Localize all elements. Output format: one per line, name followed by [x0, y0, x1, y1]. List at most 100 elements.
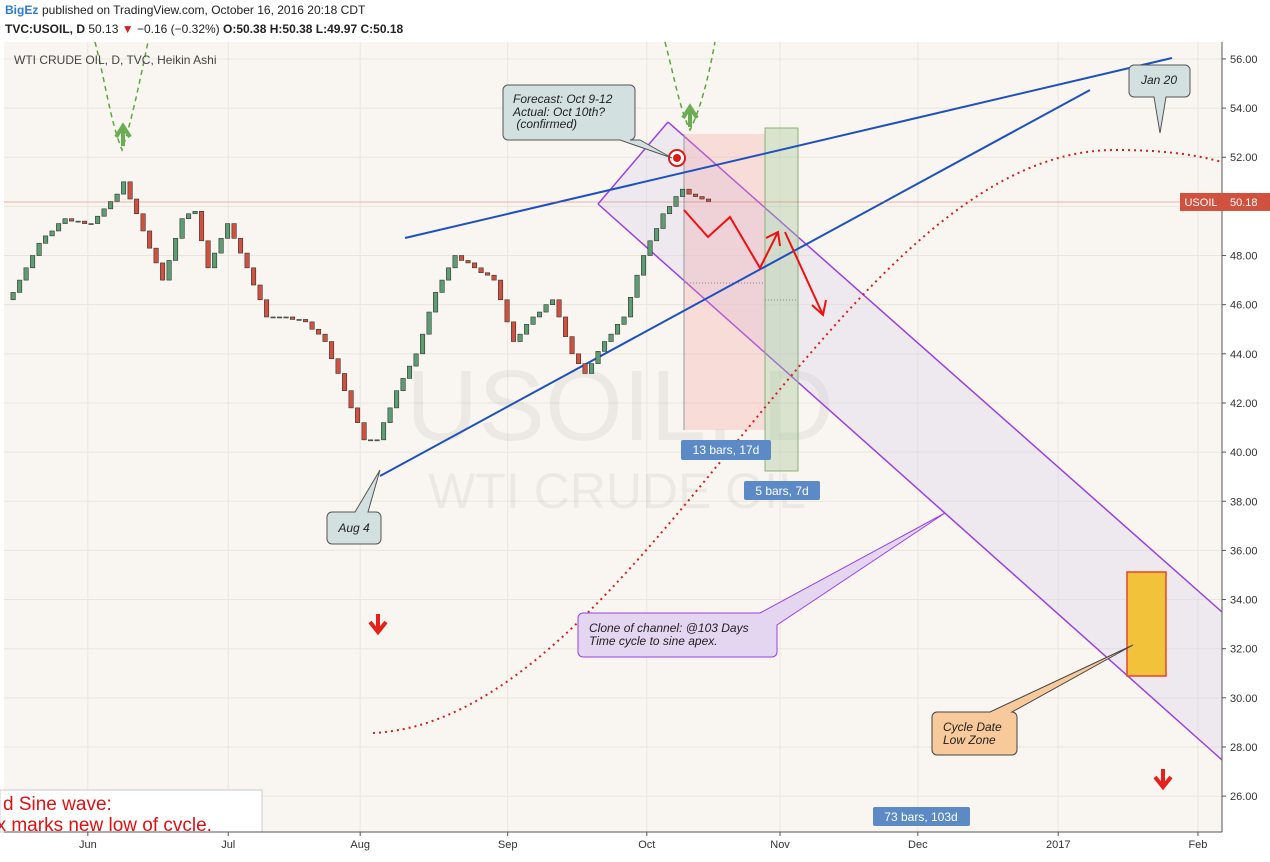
candle [621, 316, 627, 325]
range-label: 73 bars, 103d [884, 810, 957, 824]
candle [212, 252, 218, 269]
down-arrow [1153, 769, 1173, 791]
y-tick-label: 54.00 [1230, 103, 1258, 115]
target-icon [673, 154, 681, 162]
candle [30, 255, 36, 269]
candle [309, 321, 315, 330]
candle [543, 304, 549, 313]
candle [82, 220, 88, 224]
callout-text: (confirmed) [513, 117, 577, 131]
candle [517, 333, 523, 342]
candle [556, 299, 562, 318]
candle [660, 213, 666, 229]
y-tick-label: 42.00 [1230, 398, 1258, 410]
range-label-box [873, 807, 970, 826]
candle [413, 353, 419, 367]
candle [101, 208, 107, 217]
y-tick-label: 48.00 [1230, 251, 1258, 263]
callout [931, 644, 1134, 756]
candle [699, 196, 705, 200]
note-text: d Sine wave: [3, 794, 112, 815]
candle [186, 213, 192, 219]
y-tick-label: 28.00 [1230, 742, 1258, 754]
candle [433, 292, 439, 313]
down-arrow [368, 614, 388, 636]
candle [322, 333, 328, 342]
y-tick-label: 46.00 [1230, 300, 1258, 312]
candle [647, 240, 653, 256]
range-box-green [764, 127, 799, 472]
candle [569, 336, 575, 355]
candle [290, 316, 296, 320]
candle [407, 365, 413, 379]
high: H:50.38 [270, 22, 313, 36]
candle [680, 188, 686, 197]
y-tick-label: 52.00 [1230, 152, 1258, 164]
candle [108, 201, 114, 210]
candle [218, 238, 224, 254]
candle [394, 390, 400, 409]
candle [628, 297, 634, 318]
trend-line [404, 57, 1173, 239]
candle [654, 228, 660, 242]
symbol: TVC:USOIL, D [5, 22, 85, 36]
candle [634, 274, 640, 298]
x-tick-label: 2017 [1046, 839, 1070, 851]
note-text: ex marks new low of cvcle. [0, 815, 212, 836]
candle [257, 284, 263, 301]
candle [667, 206, 673, 215]
x-tick-label: Jun [79, 839, 97, 851]
price-tag-value: 50.18 [1230, 197, 1258, 209]
range-box-red [684, 134, 765, 430]
candle [134, 198, 140, 215]
candle [498, 279, 504, 301]
y-tick-label: 38.00 [1230, 496, 1258, 508]
author[interactable]: BigEz [5, 3, 38, 17]
candle [62, 218, 68, 224]
cycle-arc [94, 41, 149, 153]
price-tag [1222, 192, 1270, 211]
candle [446, 267, 452, 281]
candle [400, 378, 406, 391]
callout-text: Low Zone [943, 733, 996, 747]
up-arrow [681, 103, 699, 127]
candle [231, 223, 237, 239]
candle [179, 218, 185, 239]
chart-title: WTI CRUDE OIL, D, TVC, Heikin Ashi [14, 53, 216, 67]
x-tick-label: Nov [770, 839, 790, 851]
candle [335, 358, 341, 374]
candle [270, 316, 276, 319]
candle [17, 279, 23, 293]
candle [595, 351, 601, 364]
candle [49, 230, 55, 237]
published: published on TradingView.com, October 16… [42, 3, 366, 17]
callout-text: Cycle Date [943, 720, 1002, 734]
x-tick-label: Feb [1188, 839, 1207, 851]
candle [121, 181, 127, 195]
candle [693, 193, 699, 197]
candle [303, 319, 309, 323]
candle [277, 316, 283, 319]
candle [192, 211, 198, 215]
candle [504, 299, 510, 323]
candle [296, 319, 302, 321]
candle [550, 299, 556, 305]
candle [199, 211, 205, 242]
candle [485, 272, 491, 276]
candle [56, 223, 62, 232]
candle [582, 363, 588, 374]
x-tick-label: Oct [638, 839, 655, 851]
range-label-box [681, 440, 771, 460]
x-tick-label: Jul [221, 839, 235, 851]
callout-text: Actual: Oct 10th? [512, 105, 605, 119]
candle [173, 238, 179, 261]
candle [127, 181, 133, 200]
callout-text: Clone of channel: @103 Days [589, 621, 749, 635]
candle [472, 262, 478, 269]
candle [374, 439, 380, 442]
x-tick-label: Dec [908, 839, 928, 851]
y-tick-label: 26.00 [1230, 791, 1258, 803]
candle [23, 267, 29, 281]
candle [160, 262, 166, 281]
